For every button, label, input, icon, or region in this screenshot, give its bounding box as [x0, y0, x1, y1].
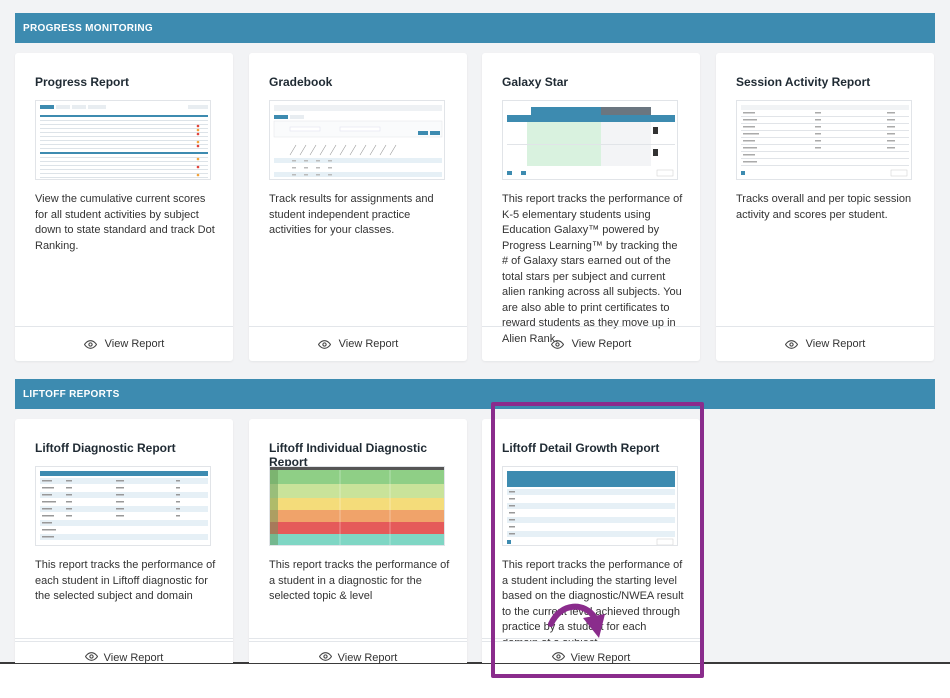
- thumbnail-graphic: [507, 107, 675, 177]
- view-report-label: View Report: [338, 338, 399, 350]
- report-thumbnail: [502, 466, 678, 546]
- card-description: This report tracks the performance of a …: [269, 559, 450, 602]
- card-title: Galaxy Star: [502, 75, 569, 89]
- report-thumbnail: [35, 466, 211, 546]
- report-thumbnail: [736, 100, 912, 180]
- view-report-label: View Report: [805, 338, 866, 350]
- card-liftoff-detail-growth-report: Liftoff Detail Growth Report This report…: [482, 419, 700, 673]
- card-title: Liftoff Individual Diagnostic Report: [269, 441, 427, 469]
- report-thumbnail: [35, 100, 211, 180]
- report-thumbnail: [502, 100, 678, 180]
- card-gradebook: Gradebook Trac: [249, 53, 467, 361]
- card-description: Tracks overall and per topic session act…: [736, 193, 912, 221]
- view-report-label: View Report: [103, 652, 164, 664]
- eye-icon: [318, 652, 332, 661]
- footer-strip: [482, 641, 700, 663]
- report-thumbnail: [269, 100, 445, 180]
- view-report-button[interactable]: View Report: [249, 326, 467, 361]
- card-title: Progress Report: [35, 75, 130, 89]
- card-description: This report tracks the performance of ea…: [35, 559, 216, 602]
- card-galaxy-star: Galaxy Star This report tracks the perfo…: [482, 53, 700, 361]
- card-session-activity-report: Session Activity Report Tracks ove: [716, 53, 934, 361]
- eye-icon: [84, 652, 98, 661]
- thumbnail-graphic: [40, 105, 208, 178]
- card-title: Liftoff Detail Growth Report: [502, 441, 660, 455]
- view-report-label: View Report: [337, 652, 398, 664]
- view-report-button[interactable]: View Report: [249, 650, 467, 664]
- eye-icon: [83, 339, 97, 349]
- footer-strip: [249, 641, 467, 663]
- page-bottom-area: [0, 664, 950, 698]
- card-title: Liftoff Diagnostic Report: [35, 441, 176, 455]
- page-bottom-divider: [0, 662, 950, 664]
- curved-arrow-icon: [548, 603, 605, 638]
- footer-strip: [15, 641, 233, 663]
- thumbnail-graphic: [741, 105, 909, 177]
- eye-icon: [317, 339, 331, 349]
- card-description: Track results for assignments and studen…: [269, 193, 434, 236]
- view-report-label: View Report: [104, 338, 165, 350]
- section-header-progress-monitoring: PROGRESS MONITORING: [15, 13, 935, 43]
- card-description: This report tracks the performance of K-…: [502, 193, 683, 345]
- card-title: Session Activity Report: [736, 75, 871, 89]
- eye-icon: [784, 339, 798, 349]
- thumbnail-graphic: [270, 467, 444, 545]
- thumbnail-graphic: [40, 471, 208, 540]
- thumbnail-graphic: [273, 105, 443, 177]
- view-report-button[interactable]: View Report: [15, 650, 233, 664]
- view-report-label: View Report: [571, 338, 632, 350]
- card-description: View the cumulative current scores for a…: [35, 193, 215, 252]
- section-header-liftoff-reports: LIFTOFF REPORTS: [15, 379, 935, 409]
- view-report-label: View Report: [570, 652, 631, 664]
- thumbnail-graphic: [507, 471, 675, 545]
- view-report-button[interactable]: View Report: [716, 326, 934, 361]
- card-title: Gradebook: [269, 75, 333, 89]
- view-report-button[interactable]: View Report: [482, 650, 700, 664]
- report-thumbnail: [269, 466, 445, 546]
- eye-icon: [551, 652, 565, 661]
- card-progress-report: Progress Report: [15, 53, 233, 361]
- card-liftoff-diagnostic-report: Liftoff Diagnostic Report This report tr…: [15, 419, 233, 673]
- card-liftoff-individual-diagnostic-report: Liftoff Individual Diagnostic Report Thi…: [249, 419, 467, 673]
- eye-icon: [550, 339, 564, 349]
- view-report-button[interactable]: View Report: [482, 326, 700, 361]
- view-report-button[interactable]: View Report: [15, 326, 233, 361]
